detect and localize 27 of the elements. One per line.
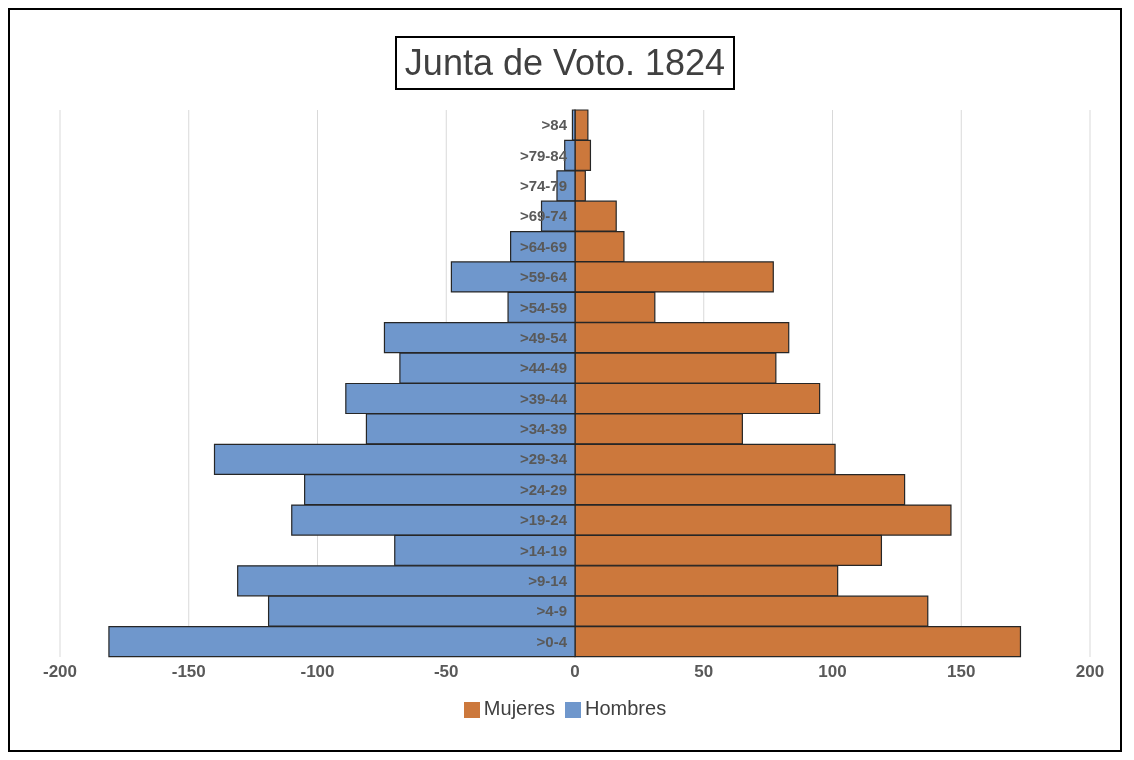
x-tick-label: 200: [1075, 662, 1105, 682]
y-tick-label: >64-69: [519, 237, 567, 255]
y-tick-label: >24-29: [519, 480, 567, 498]
x-tick-label: 50: [694, 662, 714, 682]
y-tick-label: >34-39: [519, 420, 567, 438]
x-tick-label: 150: [947, 662, 976, 682]
x-tick-label: -150: [171, 662, 206, 682]
y-tick-label: >39-44: [519, 389, 568, 407]
y-tick-label: >59-64: [519, 268, 568, 286]
x-tick-label: 0: [570, 662, 580, 682]
legend-label: Hombres: [585, 697, 667, 719]
legend-label: Mujeres: [483, 697, 555, 719]
y-tick-label: >49-54: [519, 328, 568, 346]
x-tick-label: -100: [300, 662, 335, 682]
y-tick-label: >9-14: [528, 572, 568, 590]
y-tick-label: >4-9: [536, 602, 567, 620]
x-tick-label: 100: [818, 662, 847, 682]
y-tick-label: >84: [541, 116, 568, 134]
y-tick-label: >29-34: [519, 450, 568, 468]
y-tick-label: >19-24: [519, 511, 568, 529]
x-tick-label: -50: [433, 662, 459, 682]
y-tick-label: >44-49: [519, 359, 567, 377]
y-tick-label: >54-59: [519, 298, 567, 316]
chart-title: Junta de Voto. 1824: [394, 36, 736, 90]
y-tick-label: >0-4: [536, 632, 568, 650]
y-tick-label: >14-19: [519, 541, 567, 559]
x-tick-label: -200: [42, 662, 78, 682]
